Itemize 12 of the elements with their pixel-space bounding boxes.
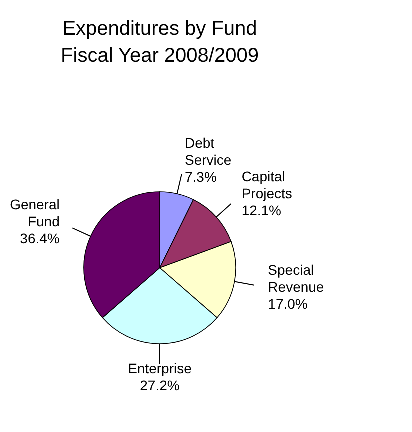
data-label: 7.3% [185,168,217,185]
chart-subtitle: Fiscal Year 2008/2009 [61,45,259,67]
chart-title: Expenditures by Fund [62,18,258,40]
slice-label: Capital Projects [242,168,292,202]
data-label: 12.1% [242,202,282,218]
slice-label: Special Revenue [268,262,324,295]
slice-label: Debt Service [185,134,232,168]
data-label: 36.4% [20,230,60,246]
data-label: 27.2% [140,377,180,394]
data-label: 17.0% [268,296,308,312]
slice-label: Enterprise [128,360,192,376]
slice-label: General Fund [10,196,60,230]
